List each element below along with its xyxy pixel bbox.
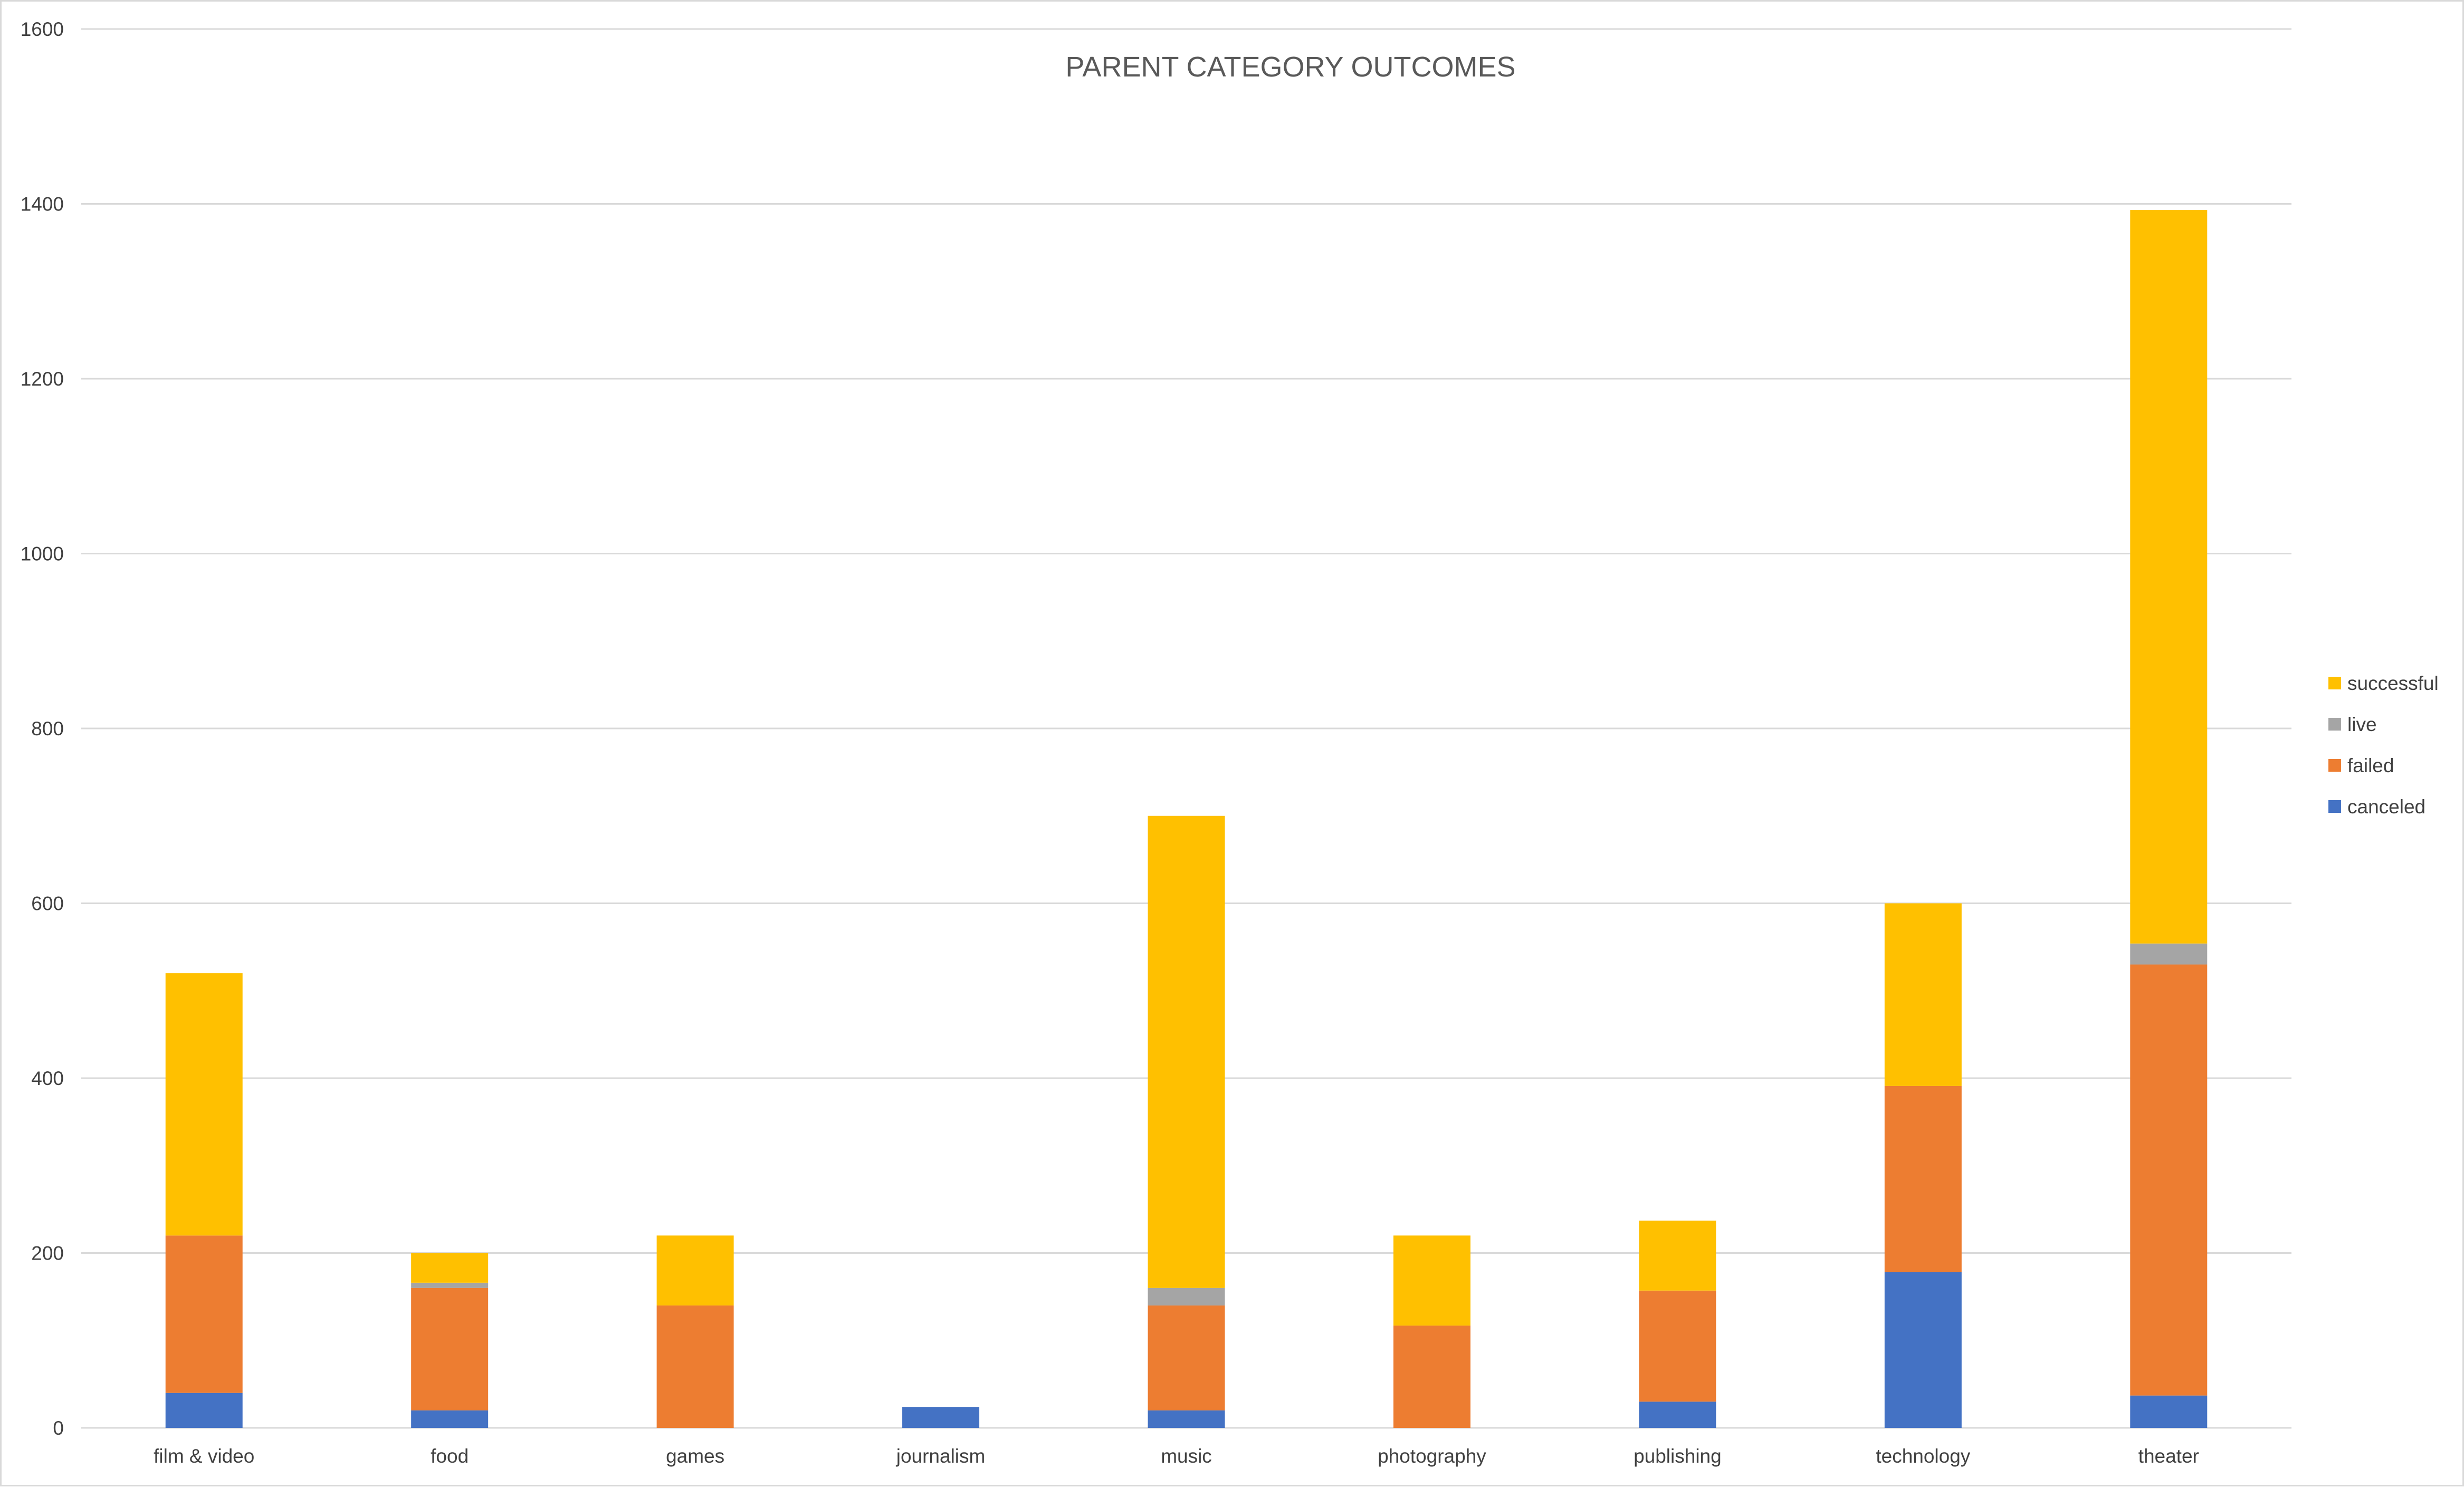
bar-canceled-music — [1148, 1410, 1225, 1428]
bar-failed-theater — [2130, 964, 2208, 1396]
bar-canceled-publishing — [1639, 1401, 1716, 1428]
x-tick-label: journalism — [896, 1445, 986, 1467]
bar-failed-games — [656, 1305, 734, 1428]
y-tick-label: 1200 — [21, 368, 64, 390]
x-tick-label: publishing — [1634, 1445, 1722, 1467]
y-tick-label: 600 — [31, 893, 64, 915]
x-tick-label: photography — [1378, 1445, 1486, 1467]
legend-label-live: live — [2347, 714, 2377, 735]
x-tick-label: theater — [2138, 1445, 2199, 1467]
y-tick-label: 400 — [31, 1068, 64, 1089]
bar-successful-technology — [1884, 903, 1962, 1086]
legend-key-failed — [2328, 759, 2341, 772]
legend-key-live — [2328, 718, 2341, 731]
legend-label-canceled: canceled — [2347, 796, 2425, 818]
bar-failed-publishing — [1639, 1290, 1716, 1402]
chart-title: PARENT CATEGORY OUTCOMES — [1065, 51, 1515, 83]
bar-canceled-technology — [1884, 1272, 1962, 1428]
bar-successful-publishing — [1639, 1221, 1716, 1291]
y-tick-label: 1400 — [21, 194, 64, 215]
bar-canceled-theater — [2130, 1395, 2208, 1428]
bar-live-music — [1148, 1288, 1225, 1305]
bar-successful-food — [411, 1253, 489, 1283]
bar-failed-film-video — [165, 1235, 243, 1393]
legend-label-failed: failed — [2347, 755, 2394, 776]
x-tick-label: technology — [1876, 1445, 1970, 1467]
y-tick-label: 1600 — [21, 18, 64, 40]
bar-successful-photography — [1393, 1235, 1470, 1326]
bar-successful-music — [1148, 815, 1225, 1288]
y-tick-label: 1000 — [21, 543, 64, 565]
x-tick-label: music — [1161, 1445, 1212, 1467]
bar-successful-games — [656, 1235, 734, 1305]
x-tick-label: film & video — [154, 1445, 254, 1467]
bar-canceled-food — [411, 1410, 489, 1428]
bar-live-theater — [2130, 943, 2208, 965]
x-tick-label: games — [666, 1445, 724, 1467]
bars — [165, 210, 2208, 1428]
y-axis-ticks: 0 200 400 600 800 1000 1200 1400 1600 — [21, 18, 64, 1439]
legend-key-successful — [2328, 677, 2341, 689]
bar-canceled-journalism — [902, 1407, 980, 1428]
bar-successful-theater — [2130, 210, 2208, 944]
bar-failed-photography — [1393, 1326, 1470, 1428]
bar-failed-food — [411, 1288, 489, 1410]
y-tick-label: 800 — [31, 718, 64, 740]
y-tick-label: 0 — [53, 1417, 64, 1439]
bar-successful-film-video — [165, 973, 243, 1236]
legend-key-canceled — [2328, 800, 2341, 813]
bar-canceled-film-video — [165, 1393, 243, 1428]
y-tick-label: 200 — [31, 1243, 64, 1264]
x-axis-ticks: film & video food games journalism music phot… — [154, 1445, 2199, 1467]
legend: successful live failed canceled — [2328, 673, 2439, 818]
bar-live-food — [411, 1282, 489, 1288]
bar-failed-music — [1148, 1305, 1225, 1410]
bar-failed-technology — [1884, 1086, 1962, 1272]
x-tick-label: food — [431, 1445, 469, 1467]
legend-label-successful: successful — [2347, 673, 2439, 694]
